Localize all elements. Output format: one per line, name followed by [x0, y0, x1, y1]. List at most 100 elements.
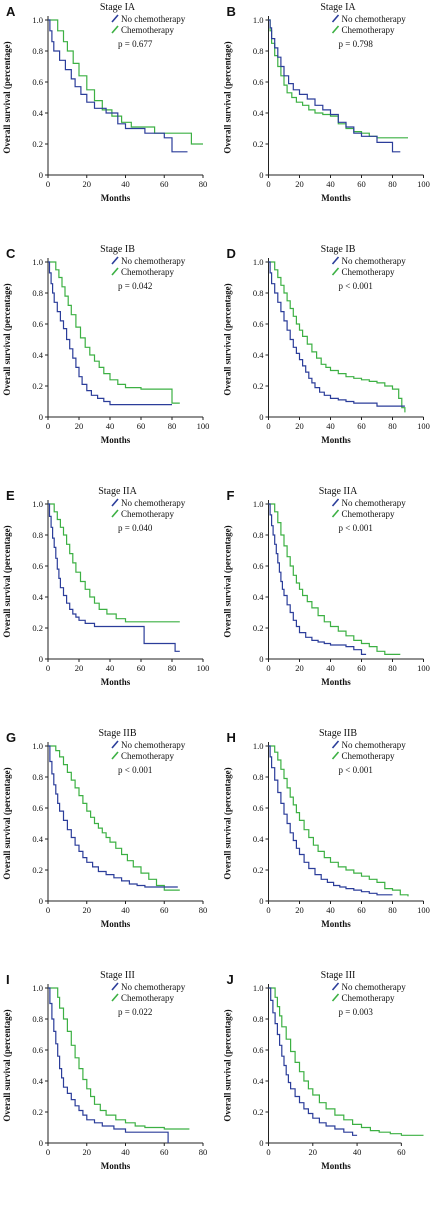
panel-letter: A: [6, 4, 16, 19]
y-tick-label: 0.6: [32, 1045, 43, 1055]
panel-i: I Stage III 0 0.2 0.4 0.6 0.8 1.0 0 20 40 60 80 Month…: [2, 970, 207, 1171]
panel-letter: B: [227, 4, 236, 19]
x-tick-label: 20: [309, 1147, 318, 1157]
y-tick-label: 0.8: [32, 772, 43, 782]
legend-no-chemotherapy-swatch: [331, 982, 340, 991]
y-tick-label: 0: [39, 1138, 43, 1148]
panel-c: C Stage IB 0 0.2 0.4 0.6 0.8 1.0 0 20 40 60 80 100 Mon…: [2, 244, 209, 445]
x-tick-label: 40: [106, 421, 115, 431]
legend-chemotherapy-swatch: [331, 751, 340, 760]
legend-chemotherapy-label: Chemotherapy: [121, 25, 174, 35]
y-tick-label: 0.6: [253, 319, 264, 329]
y-tick-label: 0: [259, 170, 263, 180]
p-value-label: p < 0.001: [339, 765, 373, 775]
x-tick-label: 0: [46, 179, 50, 189]
y-tick-label: 0.6: [32, 803, 43, 813]
x-tick-label: 60: [160, 905, 169, 915]
y-axis-label: Overall survival (percentage): [2, 1009, 12, 1121]
series-no-chemotherapy-line: [48, 503, 180, 652]
y-tick-label: 0.6: [253, 77, 264, 87]
legend-no-chemotherapy-swatch: [331, 740, 340, 749]
x-axis-label: Months: [321, 677, 351, 687]
x-tick-label: 40: [121, 1147, 130, 1157]
legend-no-chemotherapy-label: No chemotherapy: [342, 14, 407, 24]
y-tick-label: 0: [259, 1138, 263, 1148]
y-tick-label: 0.2: [253, 139, 264, 149]
x-tick-label: 60: [137, 421, 146, 431]
x-tick-label: 20: [295, 179, 304, 189]
panel-title: Stage III: [100, 970, 135, 981]
x-tick-label: 40: [326, 663, 335, 673]
panel-title: Stage IIA: [98, 486, 137, 497]
y-tick-label: 0.4: [32, 834, 43, 844]
y-tick-label: 0.4: [253, 350, 264, 360]
series-no-chemotherapy-line: [48, 745, 178, 888]
series-no-chemotherapy-line: [268, 987, 358, 1136]
series-no-chemotherapy-line: [48, 19, 188, 153]
panel-title: Stage IIA: [319, 486, 358, 497]
y-tick-label: 0: [39, 412, 43, 422]
x-tick-label: 80: [388, 905, 397, 915]
x-tick-label: 60: [357, 421, 366, 431]
legend-no-chemotherapy-swatch: [111, 256, 119, 265]
x-axis-label: Months: [101, 919, 131, 929]
x-tick-label: 20: [295, 663, 304, 673]
panel-f: F Stage IIA 0 0.2 0.4 0.6 0.8 1.0 0 20 40 60 80 100 Mo…: [223, 486, 430, 687]
y-tick-label: 0.6: [253, 1045, 264, 1055]
x-tick-label: 100: [417, 905, 430, 915]
panel-letter: C: [6, 246, 16, 261]
y-tick-label: 0.2: [32, 865, 43, 875]
x-tick-label: 0: [266, 663, 270, 673]
legend-no-chemotherapy-swatch: [111, 498, 119, 507]
y-tick-label: 0.8: [32, 1014, 43, 1024]
series-no-chemotherapy-line: [48, 261, 172, 406]
legend-no-chemotherapy-swatch: [331, 14, 340, 23]
panel-title: Stage IA: [320, 2, 356, 13]
panel-title: Stage IB: [100, 244, 135, 255]
y-axis-label: Overall survival (percentage): [2, 283, 12, 395]
legend-no-chemotherapy-swatch: [111, 14, 119, 23]
y-axis-label: Overall survival (percentage): [223, 283, 233, 395]
y-tick-label: 0.2: [253, 1107, 264, 1117]
legend-chemotherapy-label: Chemotherapy: [342, 751, 395, 761]
y-tick-label: 0.8: [253, 46, 264, 56]
legend-no-chemotherapy-label: No chemotherapy: [342, 740, 407, 750]
legend-no-chemotherapy-swatch: [111, 982, 119, 991]
x-tick-label: 100: [417, 663, 430, 673]
panel-letter: H: [227, 730, 236, 745]
y-tick-label: 0.4: [32, 108, 43, 118]
y-axis-label: Overall survival (percentage): [223, 525, 233, 637]
series-chemotherapy-line: [268, 261, 406, 413]
y-tick-label: 1.0: [253, 983, 264, 993]
x-tick-label: 80: [199, 905, 208, 915]
y-tick-label: 0.8: [32, 530, 43, 540]
legend-chemotherapy-label: Chemotherapy: [342, 267, 395, 277]
y-tick-label: 0: [259, 896, 263, 906]
legend-no-chemotherapy-label: No chemotherapy: [121, 498, 186, 508]
panel-e: E Stage IIA 0 0.2 0.4 0.6 0.8 1.0 0 20 40 60 80 100 Mo…: [2, 486, 209, 687]
y-tick-label: 0: [259, 412, 263, 422]
y-tick-label: 0.2: [32, 1107, 43, 1117]
y-tick-label: 1.0: [253, 741, 264, 751]
y-tick-label: 0.2: [253, 623, 264, 633]
y-tick-label: 0.8: [253, 1014, 264, 1024]
legend-chemotherapy-swatch: [331, 509, 340, 518]
p-value-label: p = 0.003: [339, 1007, 374, 1017]
y-tick-label: 0.8: [253, 288, 264, 298]
x-tick-label: 0: [46, 1147, 50, 1157]
x-tick-label: 20: [83, 1147, 92, 1157]
legend-chemotherapy-label: Chemotherapy: [342, 509, 395, 519]
x-tick-label: 0: [266, 905, 270, 915]
y-tick-label: 1.0: [253, 499, 264, 509]
legend-chemotherapy-swatch: [111, 267, 119, 276]
x-axis-label: Months: [101, 435, 131, 445]
legend-no-chemotherapy-label: No chemotherapy: [121, 256, 186, 266]
x-tick-label: 20: [295, 905, 304, 915]
legend-no-chemotherapy-swatch: [331, 256, 340, 265]
y-tick-label: 1.0: [253, 15, 264, 25]
x-axis-label: Months: [321, 435, 351, 445]
legend-chemotherapy-swatch: [111, 751, 119, 760]
panel-title: Stage IB: [321, 244, 356, 255]
y-tick-label: 0: [39, 654, 43, 664]
x-tick-label: 0: [46, 663, 50, 673]
